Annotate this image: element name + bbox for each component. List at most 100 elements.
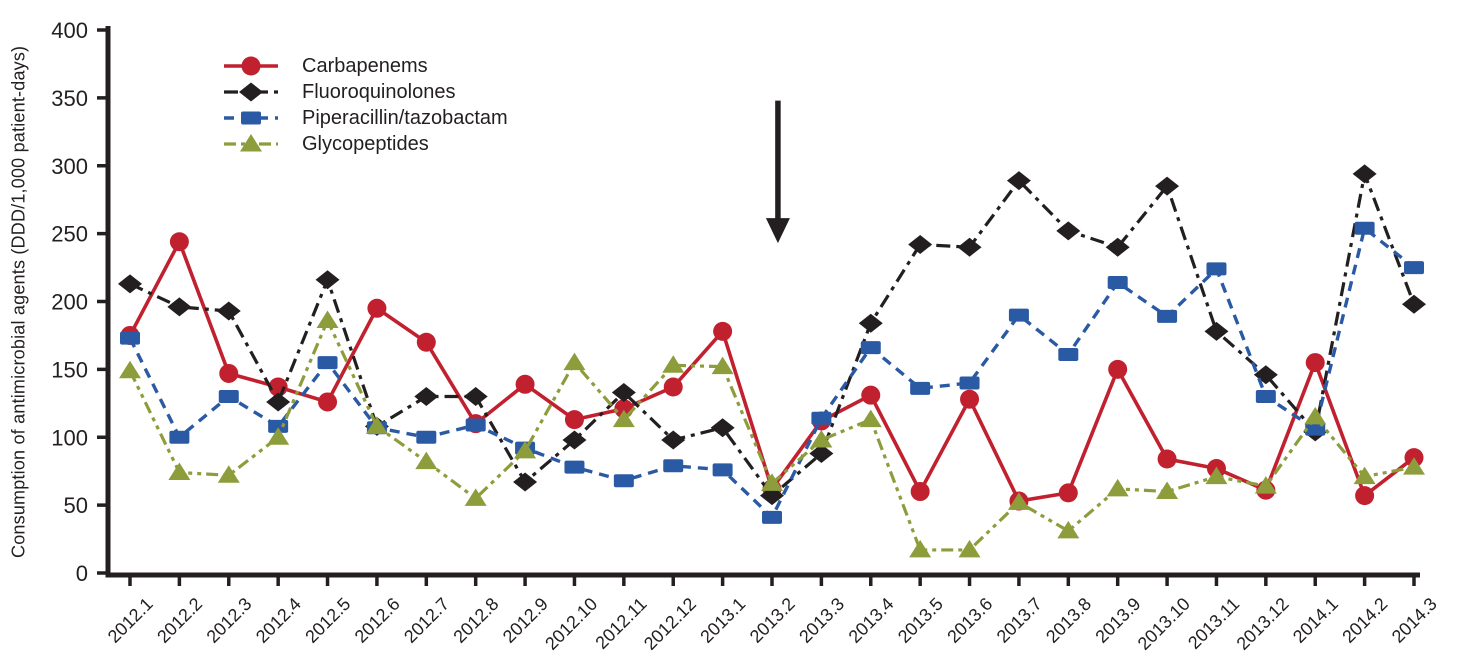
y-tick-label: 400 bbox=[51, 18, 88, 43]
data-point-piperacillin-tazobactam bbox=[1157, 309, 1178, 323]
data-point-glycopeptides bbox=[909, 539, 932, 558]
legend-label: Fluoroquinolones bbox=[302, 81, 456, 103]
data-point-piperacillin-tazobactam bbox=[465, 418, 486, 432]
data-point-piperacillin-tazobactam bbox=[1008, 308, 1029, 322]
data-point-glycopeptides bbox=[1403, 457, 1425, 475]
data-point-glycopeptides bbox=[612, 409, 635, 428]
data-point-fluoroquinolones bbox=[1253, 365, 1278, 385]
data-point-fluoroquinolones bbox=[661, 430, 686, 450]
data-point-fluoroquinolones bbox=[1105, 237, 1130, 257]
data-point-glycopeptides bbox=[1353, 466, 1376, 485]
data-point-glycopeptides bbox=[1007, 492, 1030, 510]
data-point-fluoroquinolones bbox=[562, 430, 587, 450]
triangle-swatch-icon bbox=[224, 134, 278, 152]
y-tick-label: 0 bbox=[76, 561, 88, 586]
data-point-carbapenems bbox=[318, 392, 338, 412]
x-tick-label: 2013.8 bbox=[1042, 594, 1095, 647]
data-point-piperacillin-tazobactam bbox=[1206, 262, 1227, 276]
data-point-glycopeptides bbox=[563, 352, 586, 371]
data-point-fluoroquinolones bbox=[266, 392, 291, 412]
data-point-fluoroquinolones bbox=[315, 270, 340, 290]
data-point-glycopeptides bbox=[761, 473, 783, 491]
data-point-piperacillin-tazobactam bbox=[613, 474, 634, 488]
x-tick-label: 2014.1 bbox=[1289, 594, 1342, 647]
data-point-glycopeptides bbox=[1156, 481, 1179, 500]
data-point-fluoroquinolones bbox=[1056, 221, 1081, 241]
data-point-piperacillin-tazobactam bbox=[860, 341, 881, 355]
x-tick-label: 2012.11 bbox=[591, 594, 650, 653]
data-point-fluoroquinolones bbox=[908, 234, 933, 254]
y-tick-label: 200 bbox=[51, 290, 88, 315]
y-tick-label: 350 bbox=[51, 86, 88, 111]
x-tick-label: 2013.4 bbox=[845, 594, 898, 647]
data-point-glycopeptides bbox=[810, 429, 833, 448]
x-tick-label: 2012.8 bbox=[449, 594, 502, 647]
data-point-fluoroquinolones bbox=[1402, 294, 1426, 314]
data-point-glycopeptides bbox=[415, 451, 438, 470]
data-point-glycopeptides bbox=[958, 539, 981, 558]
data-point-carbapenems bbox=[1108, 359, 1128, 379]
data-point-glycopeptides bbox=[1254, 476, 1277, 494]
data-point-piperacillin-tazobactam bbox=[1255, 390, 1276, 404]
x-tick-label: 2013.5 bbox=[894, 594, 947, 647]
data-point-piperacillin-tazobactam bbox=[1354, 221, 1375, 235]
x-tick-label: 2013.7 bbox=[993, 594, 1046, 647]
data-point-fluoroquinolones bbox=[710, 418, 735, 438]
data-point-fluoroquinolones bbox=[611, 382, 636, 402]
data-point-piperacillin-tazobactam bbox=[712, 463, 733, 477]
square-swatch-icon bbox=[224, 111, 278, 125]
legend-item-glycopeptides: Glycopeptides bbox=[222, 131, 508, 157]
y-tick-label: 50 bbox=[64, 493, 88, 518]
data-point-piperacillin-tazobactam bbox=[959, 376, 980, 390]
data-point-piperacillin-tazobactam bbox=[1305, 422, 1326, 436]
data-point-piperacillin-tazobactam bbox=[416, 430, 437, 444]
data-point-glycopeptides bbox=[1057, 520, 1080, 539]
data-point-fluoroquinolones bbox=[1352, 164, 1377, 184]
data-point-carbapenems bbox=[713, 321, 733, 341]
data-point-piperacillin-tazobactam bbox=[1107, 275, 1128, 289]
data-point-glycopeptides bbox=[316, 310, 339, 329]
x-tick-label: 2012.10 bbox=[541, 594, 601, 654]
legend-item-piperacillin-tazobactam: Piperacillin/tazobactam bbox=[222, 105, 508, 131]
data-point-fluoroquinolones bbox=[463, 387, 488, 407]
y-tick-label: 150 bbox=[51, 357, 88, 382]
data-point-fluoroquinolones bbox=[118, 274, 142, 294]
x-tick-label: 2013.3 bbox=[795, 594, 848, 647]
data-point-carbapenems bbox=[663, 377, 683, 397]
legend-item-carbapenems: Carbapenems bbox=[222, 53, 508, 79]
data-point-piperacillin-tazobactam bbox=[218, 390, 239, 404]
data-point-fluoroquinolones bbox=[167, 297, 192, 317]
data-point-glycopeptides bbox=[217, 465, 240, 483]
data-point-glycopeptides bbox=[267, 427, 290, 445]
legend-label: Carbapenems bbox=[302, 55, 428, 77]
data-point-carbapenems bbox=[169, 232, 189, 252]
legend-marker-sample bbox=[241, 111, 261, 125]
data-point-fluoroquinolones bbox=[414, 387, 439, 407]
data-point-carbapenems bbox=[1157, 449, 1177, 469]
y-axis-title: Consumption of antimicrobial agents (DDD… bbox=[8, 45, 29, 558]
data-point-carbapenems bbox=[367, 298, 387, 318]
x-tick-label: 2014.3 bbox=[1388, 594, 1441, 647]
y-tick-label: 100 bbox=[51, 425, 88, 450]
x-tick-label: 2013.10 bbox=[1134, 594, 1194, 654]
data-point-glycopeptides bbox=[119, 360, 141, 379]
circle-swatch-icon bbox=[224, 56, 278, 76]
data-point-piperacillin-tazobactam bbox=[762, 510, 782, 524]
legend-marker-sample bbox=[240, 134, 262, 152]
data-point-carbapenems bbox=[910, 482, 930, 502]
legend-label: Piperacillin/tazobactam bbox=[302, 107, 508, 129]
intervention-arrow-head bbox=[765, 218, 790, 244]
x-tick-label: 2012.3 bbox=[203, 594, 256, 647]
data-point-glycopeptides bbox=[859, 409, 882, 428]
x-tick-label: 2012.7 bbox=[400, 594, 453, 647]
data-point-fluoroquinolones bbox=[216, 301, 241, 321]
data-point-carbapenems bbox=[416, 332, 436, 352]
data-point-carbapenems bbox=[564, 410, 584, 430]
x-tick-label: 2013.2 bbox=[746, 594, 799, 647]
data-point-fluoroquinolones bbox=[1155, 176, 1180, 196]
data-point-glycopeptides bbox=[365, 416, 388, 434]
x-tick-label: 2012.12 bbox=[640, 594, 700, 654]
data-point-piperacillin-tazobactam bbox=[169, 430, 190, 444]
